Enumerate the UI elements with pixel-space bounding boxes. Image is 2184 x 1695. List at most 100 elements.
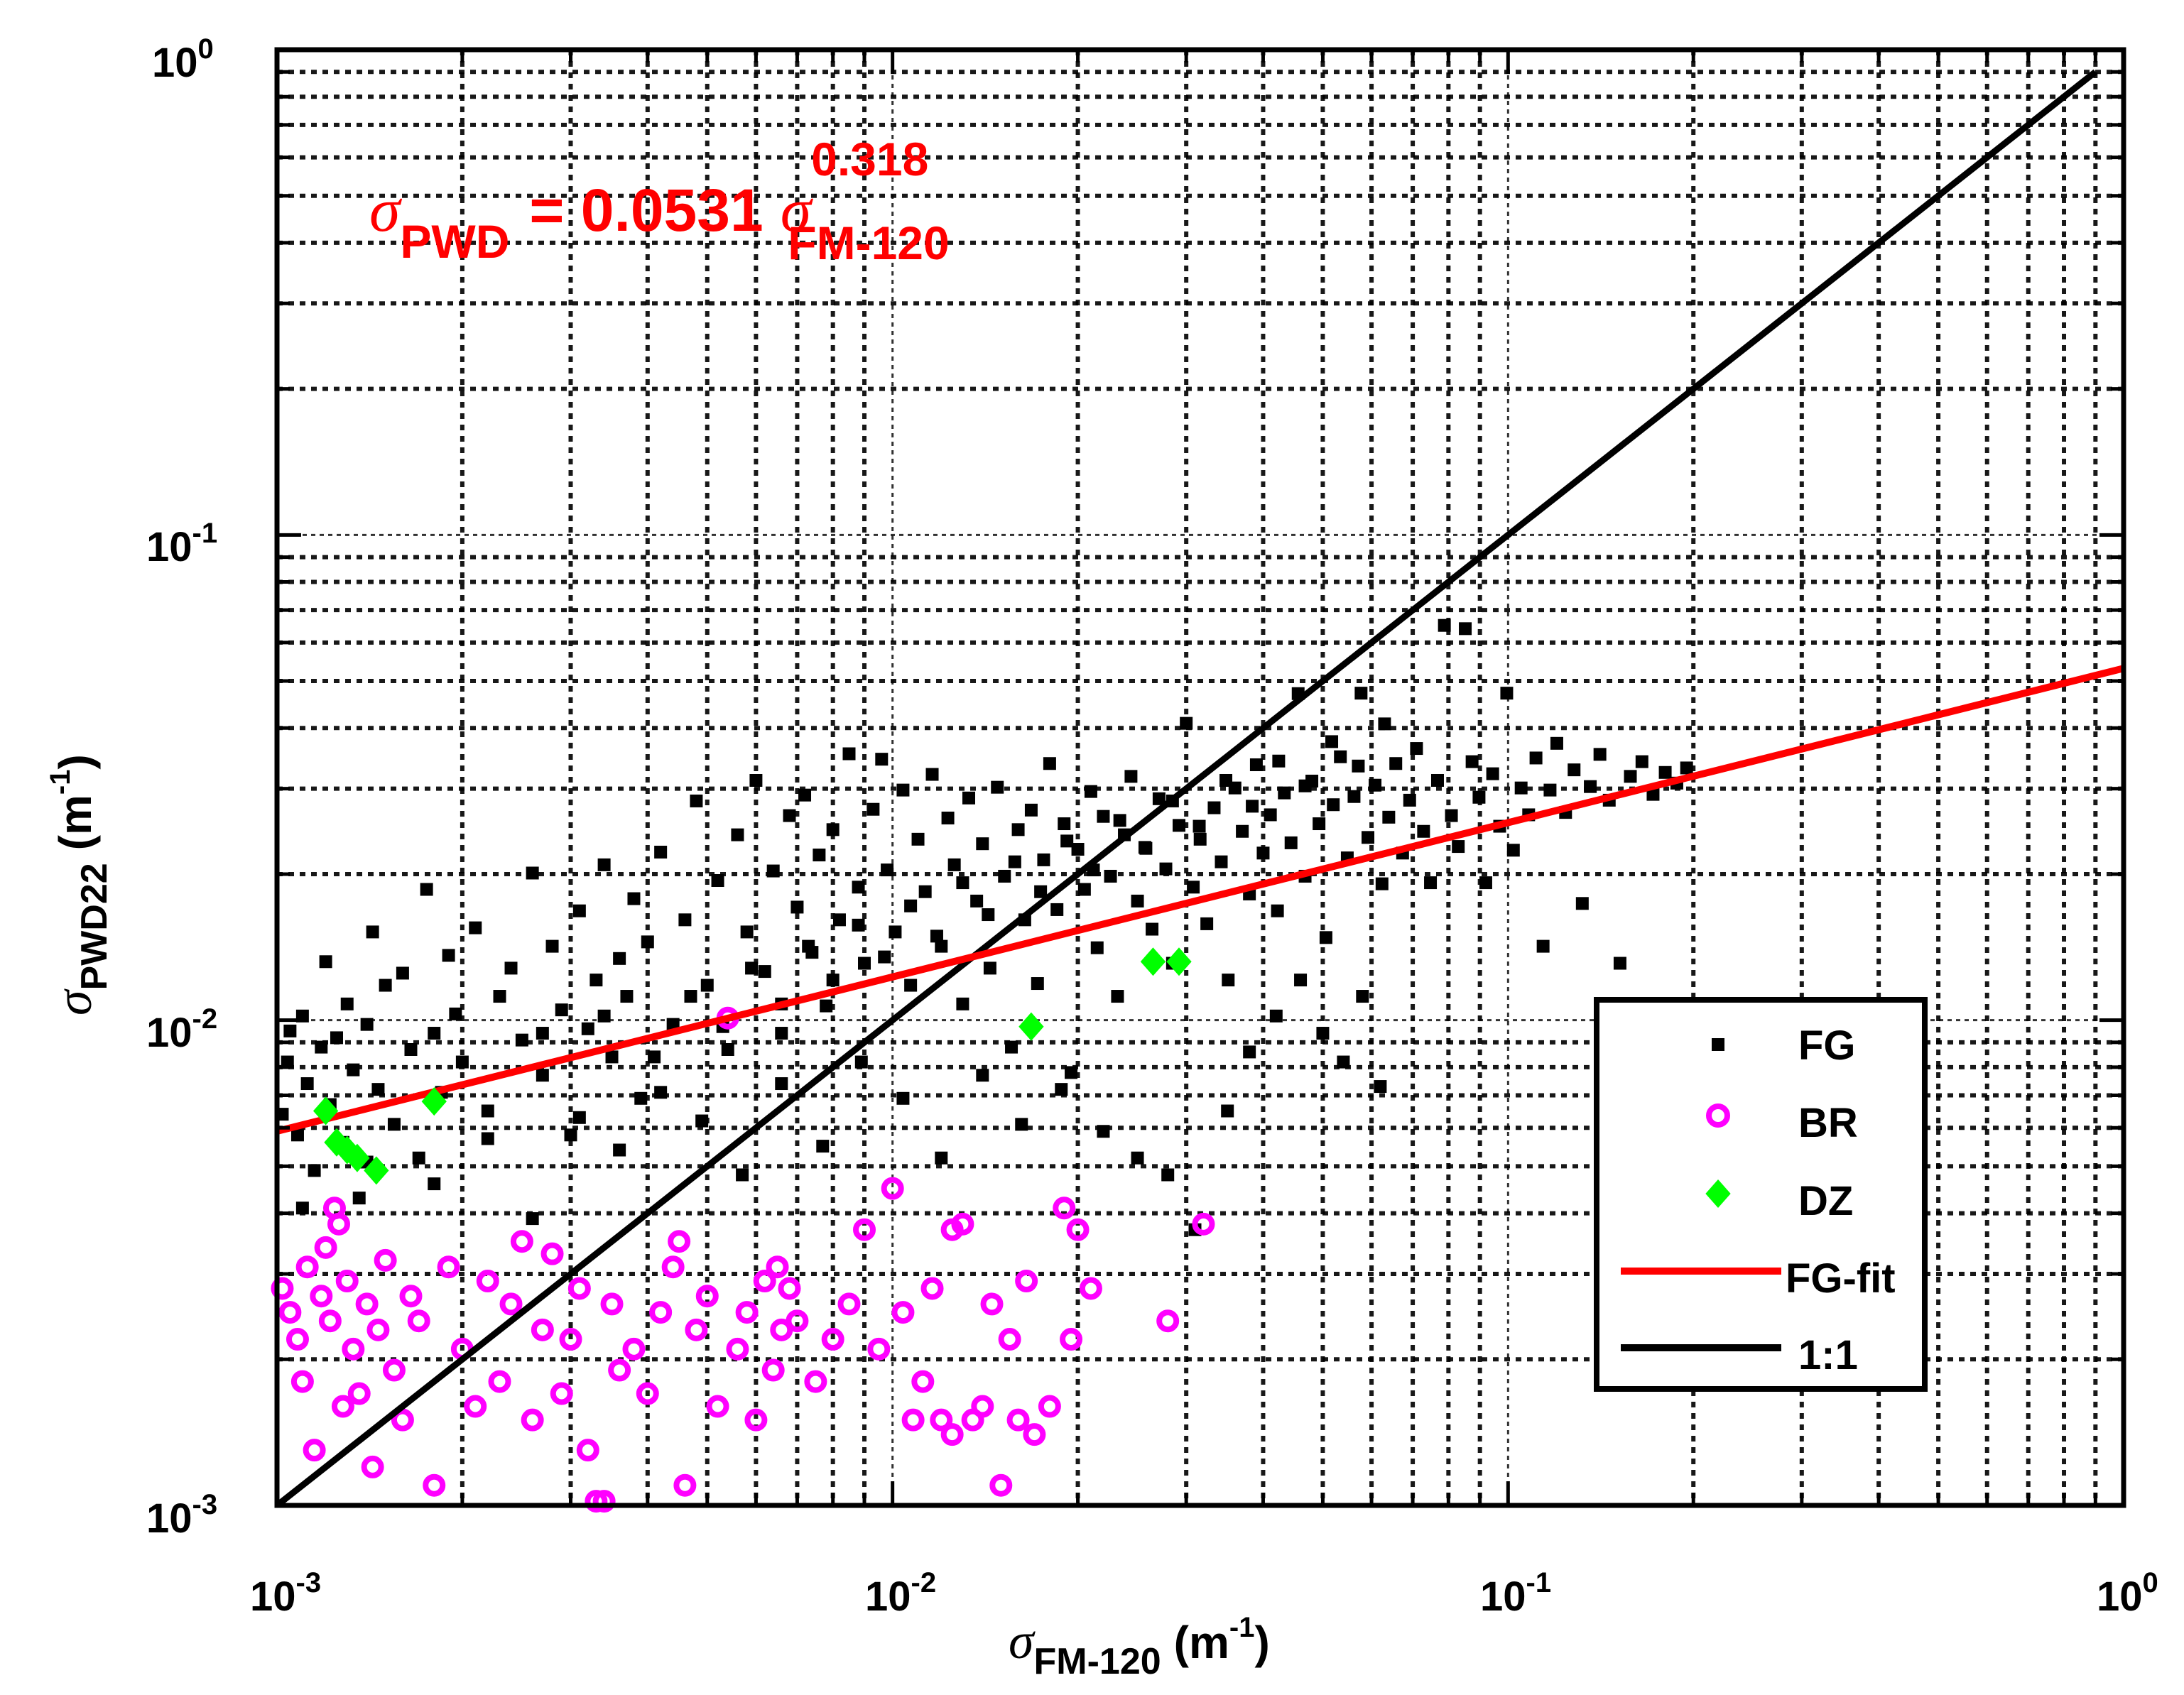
fg-point	[889, 925, 902, 939]
y-tick-label-1: 10-3	[146, 1489, 217, 1542]
br-point	[622, 1337, 646, 1361]
fg-point	[442, 949, 455, 962]
fg-point	[654, 1086, 668, 1099]
fg-point	[300, 1077, 314, 1091]
br-point	[531, 1318, 554, 1341]
br-point	[335, 1270, 359, 1293]
fg-point	[1327, 798, 1340, 812]
fg-point	[1187, 881, 1200, 894]
fg-point	[684, 990, 697, 1003]
x-tick-labels: 10-3 10-2 10-1 100	[250, 1567, 2158, 1620]
x-axis-label: σFM-120 (m-1)	[1009, 1612, 1270, 1682]
fg-point	[881, 863, 894, 877]
dz-point	[1140, 947, 1166, 976]
fg-point	[832, 913, 846, 927]
fg-point	[1272, 754, 1286, 768]
br-point	[1066, 1218, 1090, 1241]
fg-point	[1479, 876, 1492, 890]
fg-point	[428, 1027, 441, 1040]
x-tick-label-4: 100	[2097, 1567, 2158, 1620]
br-point	[911, 1370, 935, 1393]
legend-label-fg: FG	[1798, 1023, 1856, 1069]
fg-point	[1090, 941, 1104, 954]
fg-point	[695, 1114, 709, 1128]
fg-point	[319, 955, 332, 969]
br-point	[821, 1328, 844, 1351]
fg-point	[976, 837, 989, 851]
fg-point	[1071, 843, 1085, 856]
fg-point	[536, 1069, 549, 1082]
br-point	[804, 1370, 827, 1393]
fg-point	[711, 874, 724, 888]
fg-point	[935, 1151, 948, 1165]
br-point	[940, 1423, 964, 1446]
fg-point	[1207, 801, 1221, 814]
br-point	[744, 1408, 768, 1432]
br-point	[407, 1309, 430, 1333]
fg-point	[605, 1050, 619, 1064]
fg-point	[281, 1055, 294, 1069]
fg-point	[290, 1128, 304, 1142]
fg-point	[678, 913, 692, 927]
br-point	[695, 1285, 719, 1308]
fg-point	[1354, 687, 1368, 700]
fg-point	[791, 900, 804, 914]
fg-point	[721, 1042, 734, 1056]
br-point	[271, 1277, 294, 1300]
axis-ticks	[275, 48, 2126, 1508]
fg-point	[826, 823, 840, 836]
br-point	[770, 1318, 793, 1341]
fg-point	[555, 1003, 568, 1017]
fg-point	[1139, 841, 1153, 855]
br-point	[550, 1382, 573, 1405]
fg-point	[1015, 1118, 1028, 1131]
br-point	[1015, 1270, 1038, 1293]
fg-point	[360, 1018, 374, 1031]
br-point	[361, 1455, 384, 1478]
fg-point	[826, 974, 840, 987]
fg-point	[896, 1091, 910, 1105]
series-dz	[313, 947, 1192, 1185]
fg-point	[1065, 1066, 1078, 1079]
fg-point	[1417, 824, 1430, 838]
br-point	[290, 1370, 314, 1393]
y-axis-label: σPWD22(m-1)	[45, 754, 115, 1015]
x-tick-label-2: 10-2	[865, 1567, 936, 1620]
fg-point	[1131, 1151, 1144, 1165]
br-point	[559, 1328, 582, 1351]
fg-point	[1278, 786, 1291, 800]
fg-point	[852, 918, 865, 932]
fg-point	[1536, 939, 1550, 953]
dz-point	[344, 1143, 370, 1172]
fg-point	[1514, 781, 1528, 795]
fg-point	[775, 1027, 788, 1040]
legend-entry-br: BR	[1706, 1100, 1858, 1146]
fg-point	[1131, 894, 1144, 908]
fg-point	[1192, 819, 1206, 833]
br-point	[310, 1285, 333, 1308]
fg-point	[1055, 1083, 1068, 1096]
br-point	[314, 1236, 337, 1259]
fit-equation: σPWD = 0.0531 σ0.318 FM-120	[369, 133, 950, 269]
fg-point	[1246, 800, 1259, 813]
legend-entry-dz: DZ	[1705, 1178, 1853, 1224]
fg-point	[1221, 1104, 1234, 1118]
fg-point	[295, 1201, 309, 1215]
br-point	[1156, 1309, 1180, 1333]
fg-point	[1382, 810, 1396, 824]
br-point	[540, 1242, 564, 1265]
fg-point	[379, 979, 392, 992]
fg-point	[983, 961, 996, 975]
fg-point	[597, 858, 611, 871]
br-point	[585, 1490, 608, 1513]
fg-point	[1243, 1045, 1256, 1059]
fg-point	[620, 990, 634, 1003]
grid	[276, 48, 2125, 1507]
fg-point	[1584, 780, 1597, 793]
br-point	[510, 1230, 533, 1253]
fg-point	[1352, 759, 1365, 773]
fg-point	[1050, 903, 1064, 916]
fg-point	[962, 791, 976, 805]
dz-point	[421, 1087, 447, 1116]
